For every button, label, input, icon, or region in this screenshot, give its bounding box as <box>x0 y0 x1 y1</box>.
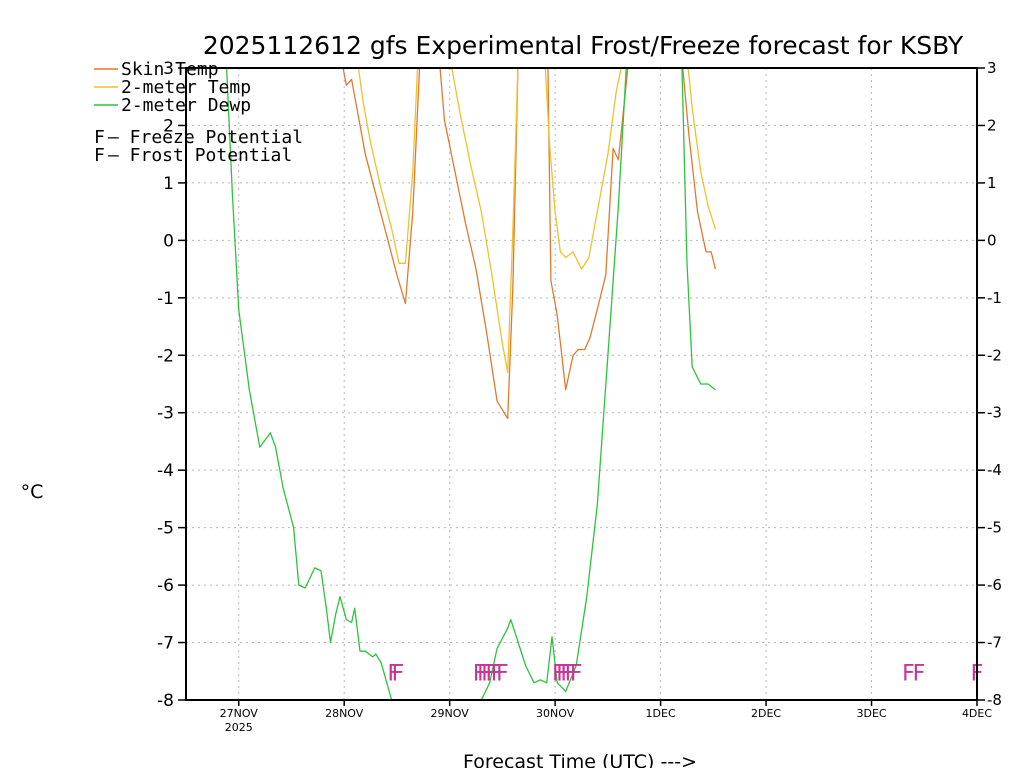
x-tick-label: 4DEC <box>962 707 992 720</box>
y-tick-label: -5 <box>157 519 174 539</box>
freeze-marker: F <box>902 661 915 686</box>
y-tick-label-right: -8 <box>987 691 1002 709</box>
y-tick-label-right: 2 <box>987 116 997 134</box>
x-tick-label: 27NOV <box>220 707 259 720</box>
grid <box>186 68 977 700</box>
freeze-marker: F <box>481 661 494 686</box>
legend-marker-label: – Frost Potential <box>108 145 292 166</box>
y-tick-label: -8 <box>157 691 174 711</box>
x-tick-label: 28NOV <box>325 707 364 720</box>
series-line-2-meter-temp <box>357 68 717 374</box>
y-tick-label: -7 <box>157 634 174 654</box>
y-axis-label: °C <box>21 481 44 503</box>
y-tick-label: -1 <box>157 289 174 309</box>
y-tick-label-right: -3 <box>987 404 1002 422</box>
freeze-marker: F <box>913 661 926 686</box>
legend-label: Skin Temp <box>121 59 219 80</box>
legend-label: 2-meter Dewp <box>121 95 251 116</box>
y-tick-label-right: -6 <box>987 576 1002 594</box>
y-tick-label-right: -5 <box>987 519 1002 537</box>
freeze-marker: F <box>565 661 578 686</box>
legend-label: 2-meter Temp <box>121 77 251 98</box>
series-line-2-meter-dewp <box>225 68 716 700</box>
y-tick-label: 0 <box>163 231 174 251</box>
y-tick-label: -6 <box>157 576 174 596</box>
x-tick-year: 2025 <box>225 721 253 734</box>
y-tick-label-right: 3 <box>987 59 997 77</box>
freeze-marker: F <box>556 661 569 686</box>
freeze-marker: F <box>496 661 509 686</box>
y-axis-right: -8 -7 -6 -5 -4 -3 -2 -1 0 1 2 3 <box>977 59 1002 709</box>
y-tick-label-right: 0 <box>987 231 997 249</box>
y-tick-label: 1 <box>163 174 174 194</box>
x-axis-label: Forecast Time (UTC) ---> <box>463 751 697 768</box>
y-tick-label: 2 <box>163 116 174 136</box>
freeze-marker: F <box>473 661 486 686</box>
legend-marker-glyph: F <box>94 127 105 148</box>
freeze-marker: F <box>570 661 583 686</box>
y-tick-label: -2 <box>157 346 174 366</box>
x-tick-label: 3DEC <box>856 707 886 720</box>
freeze-marker: F <box>560 661 573 686</box>
y-tick-label: -3 <box>157 404 174 424</box>
x-tick-label: 29NOV <box>431 707 470 720</box>
y-tick-label-right: -1 <box>987 289 1002 307</box>
freeze-marker: F <box>477 661 490 686</box>
y-tick-label: -4 <box>157 461 174 481</box>
freeze-marker: F <box>392 661 405 686</box>
plot-frame <box>185 67 978 701</box>
x-tick-label: 1DEC <box>646 707 676 720</box>
y-tick-label-right: 1 <box>987 174 997 192</box>
freeze-marker: F <box>387 661 400 686</box>
series-line-skin-temp <box>342 68 717 420</box>
freeze-marker: F <box>486 661 499 686</box>
y-tick-label-right: -4 <box>987 461 1002 479</box>
legend-marker-label: – Freeze Potential <box>108 127 303 148</box>
chart-title: 2025112612 gfs Experimental Frost/Freeze… <box>203 31 964 60</box>
y-tick-label-right: -2 <box>987 346 1002 364</box>
y-axis-left: -8 -7 -6 -5 -4 -3 -2 -1 0 1 2 3 <box>157 59 186 711</box>
freeze-marker: F <box>552 661 565 686</box>
y-tick-label-right: -7 <box>987 634 1002 652</box>
x-tick-label: 2DEC <box>751 707 781 720</box>
freeze-marker: F <box>491 661 504 686</box>
legend-marker-glyph: F <box>94 145 105 166</box>
x-tick-label: 30NOV <box>536 707 575 720</box>
y-tick-label: 3 <box>163 59 174 79</box>
series-layer <box>225 68 717 700</box>
